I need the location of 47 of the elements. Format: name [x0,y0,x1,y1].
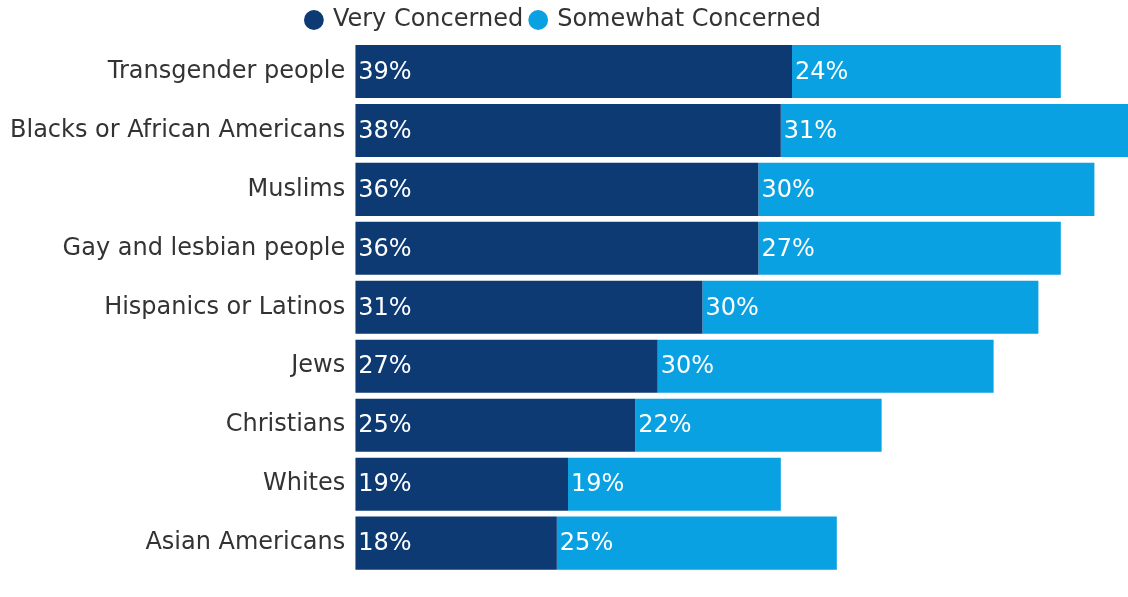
bar [355,398,636,452]
y-tick-label: Gay and lesbian people [62,232,346,261]
legend-label: Very Concerned [332,4,524,33]
bar [792,44,1061,99]
data-label: 31% [358,292,412,321]
bar [355,221,759,275]
bar [758,221,1061,275]
data-label: 18% [358,528,412,557]
data-label: 25% [358,410,412,439]
bar [355,516,557,570]
data-label: 27% [358,351,412,380]
bar [355,44,793,99]
y-tick-label: Asian Americans [145,527,346,556]
bar [355,103,781,157]
y-tick-label: Blacks or African Americans [10,114,346,143]
bar [568,457,781,511]
data-label: 30% [705,292,759,321]
data-label: 19% [358,469,412,498]
bar [355,280,703,334]
data-label: 30% [761,174,815,203]
data-label: 19% [571,469,625,498]
data-label: 38% [358,115,412,144]
data-label: 25% [559,528,614,557]
data-label: 39% [358,56,412,85]
bar [780,103,1128,157]
bar [702,280,1039,334]
y-tick-label: Hispanics or Latinos [104,291,346,320]
bar [355,457,569,511]
y-tick-label: Transgender people [106,55,346,84]
bar [355,339,658,393]
bar [657,339,994,393]
data-label: 22% [638,410,692,439]
bar [758,162,1095,216]
data-label: 36% [358,233,412,262]
data-label: 27% [761,233,815,262]
bar [556,516,837,570]
y-tick-label: Christians [225,409,346,438]
data-label: 30% [660,351,714,380]
data-label: 24% [795,56,849,85]
bar [355,162,759,216]
data-label: 31% [783,115,838,144]
legend-label: Somewhat Concerned [557,4,822,33]
y-tick-label: Muslims [247,173,346,202]
data-label: 36% [358,174,412,203]
y-tick-label: Whites [262,468,346,497]
y-tick-label: Jews [289,350,346,379]
bar [635,398,882,452]
